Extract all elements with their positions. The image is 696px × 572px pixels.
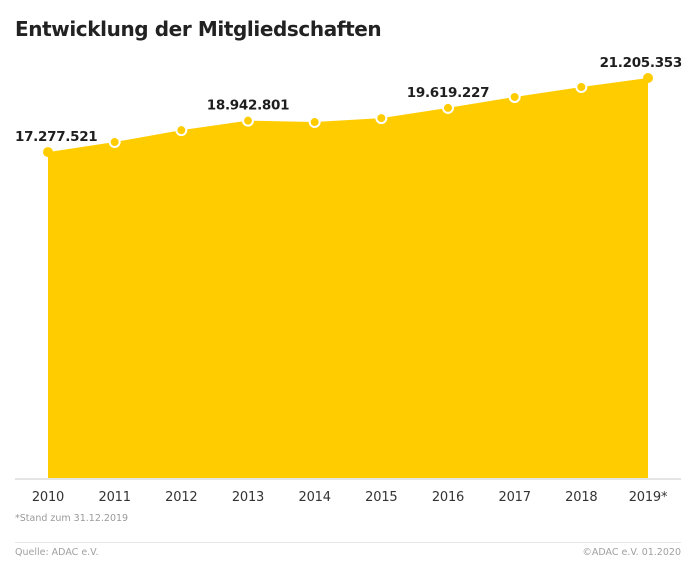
x-tick-label: 2017 xyxy=(499,490,531,505)
x-tick-label: 2011 xyxy=(99,490,131,505)
x-tick-label: 2015 xyxy=(365,490,397,505)
x-tick-label: 2013 xyxy=(232,490,264,505)
footer-divider xyxy=(15,542,681,543)
data-point-2014 xyxy=(308,116,321,129)
source-note: Quelle: ADAC e.V. xyxy=(15,547,99,558)
x-tick-label: 2018 xyxy=(565,490,597,505)
copyright-note: ©ADAC e.V. 01.2020 xyxy=(582,547,681,558)
value-label: 19.619.227 xyxy=(407,85,489,101)
data-point-2017 xyxy=(508,90,521,103)
data-point-2013 xyxy=(242,114,254,127)
x-tick-label: 2014 xyxy=(299,490,331,505)
data-point-2012 xyxy=(175,124,188,137)
data-point-2015 xyxy=(375,112,388,125)
x-tick-label: 2016 xyxy=(432,490,464,505)
area-fill xyxy=(48,78,648,478)
data-point-2019 xyxy=(643,73,653,83)
footnote: *Stand zum 31.12.2019 xyxy=(15,513,129,524)
data-point-2016 xyxy=(442,101,454,114)
value-label: 18.942.801 xyxy=(207,98,289,114)
x-tick-label: 2012 xyxy=(165,490,197,505)
data-point-2011 xyxy=(108,136,121,149)
data-point-2010 xyxy=(43,147,53,158)
x-tick-label: 2019* xyxy=(629,490,668,505)
x-tick-label: 2010 xyxy=(32,490,64,505)
chart-title: Entwicklung der Mitgliedschaften xyxy=(15,17,382,41)
data-point-2018 xyxy=(575,80,588,93)
value-label: 17.277.521 xyxy=(15,129,97,145)
value-label: 21.205.353 xyxy=(600,55,682,71)
